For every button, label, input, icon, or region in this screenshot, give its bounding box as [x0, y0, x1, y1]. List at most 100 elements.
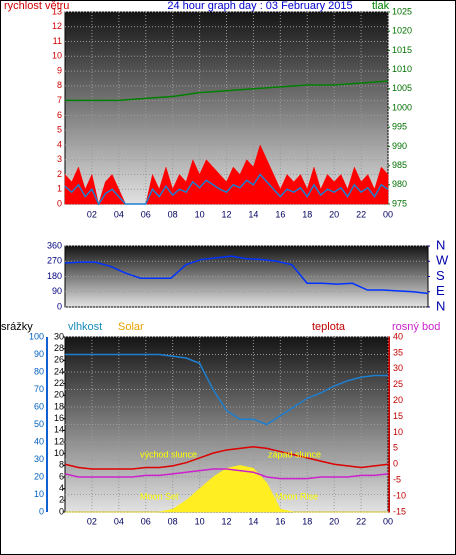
- line-series: [64, 446, 389, 470]
- y2-tick-label: 30: [393, 363, 403, 373]
- y-tick-label: 4: [57, 139, 62, 149]
- x-tick-label: 04: [114, 516, 124, 526]
- annotation: Moon Set: [140, 491, 179, 501]
- line-series: [64, 255, 429, 295]
- x-tick-label: 20: [329, 516, 339, 526]
- y-tick-label: 90: [52, 286, 62, 296]
- rain-label: srážky: [1, 321, 33, 333]
- y2-tick-label: N: [436, 237, 445, 252]
- y3-tick-label: 28: [54, 343, 64, 353]
- y2-tick-label: 10: [393, 427, 403, 437]
- humidity-label: vlhkost: [68, 321, 102, 333]
- y3-tick-label: 0: [59, 506, 64, 516]
- y-tick-label: 20: [34, 471, 44, 481]
- y2-tick-label: 980: [392, 179, 407, 189]
- x-tick-label: 00: [383, 209, 393, 219]
- y2-tick-label: 975: [392, 198, 407, 208]
- y-tick-label: 30: [34, 454, 44, 464]
- y3-tick-label: 12: [54, 436, 64, 446]
- y2-tick-label: 990: [392, 141, 407, 151]
- area-series: [65, 465, 388, 513]
- annotation: východ slunce: [140, 449, 197, 459]
- y3-tick-label: 20: [54, 390, 64, 400]
- y-tick-label: 100: [29, 331, 44, 341]
- x-tick-label: 10: [195, 516, 205, 526]
- y2-tick-label: 1025: [392, 6, 412, 16]
- line-series: [65, 353, 388, 426]
- y3-tick-label: 14: [54, 425, 64, 435]
- y-tick-label: 80: [34, 366, 44, 376]
- y3-tick-label: 4: [59, 483, 64, 493]
- y-tick-label: 180: [47, 271, 62, 281]
- y2-tick-label: -5: [393, 475, 401, 485]
- x-tick-label: 22: [356, 516, 366, 526]
- y-tick-label: 360: [47, 240, 62, 250]
- y2-tick-label: 25: [393, 379, 403, 389]
- x-tick-label: 02: [87, 516, 97, 526]
- y-tick-label: 0: [39, 506, 44, 516]
- y2-tick-label: -15: [393, 506, 406, 516]
- temperature-label: teplota: [312, 321, 346, 333]
- y3-tick-label: 30: [54, 331, 64, 341]
- y-tick-label: 9: [57, 65, 62, 75]
- x-tick-label: 10: [195, 209, 205, 219]
- y2-tick-label: S: [436, 268, 445, 283]
- y-tick-label: 10: [34, 489, 44, 499]
- y-tick-label: 40: [34, 436, 44, 446]
- y2-tick-label: N: [436, 298, 445, 313]
- y2-tick-label: E: [436, 283, 445, 298]
- x-tick-label: 00: [383, 516, 393, 526]
- y-tick-label: 6: [57, 110, 62, 120]
- y-tick-label: 3: [57, 154, 62, 164]
- y2-tick-label: 5: [393, 443, 398, 453]
- annotation: západ slunce: [268, 449, 321, 459]
- x-tick-label: 20: [329, 209, 339, 219]
- y-tick-label: 5: [57, 125, 62, 135]
- y2-tick-label: 1020: [392, 26, 412, 36]
- x-tick-label: 16: [275, 516, 285, 526]
- x-tick-label: 14: [248, 516, 258, 526]
- wind-label: rychlost větru: [4, 0, 69, 12]
- y3-tick-label: 26: [54, 355, 64, 365]
- y3-tick-label: 16: [54, 413, 64, 423]
- y2-tick-label: W: [436, 253, 449, 268]
- x-tick-label: 02: [87, 209, 97, 219]
- x-tick-label: 08: [168, 209, 178, 219]
- y-tick-label: 10: [52, 51, 62, 61]
- dewpoint-label: rosný bod: [392, 321, 440, 333]
- y3-tick-label: 24: [54, 366, 64, 376]
- line-series: [65, 80, 389, 102]
- y-tick-label: 0: [57, 301, 62, 311]
- y3-tick-label: 6: [59, 471, 64, 481]
- annotation: Moon Rise: [275, 491, 318, 501]
- y-tick-label: 90: [34, 349, 44, 359]
- y-tick-label: 70: [34, 384, 44, 394]
- x-tick-label: 06: [141, 209, 151, 219]
- y2-tick-label: 0: [393, 459, 398, 469]
- y3-tick-label: 10: [54, 448, 64, 458]
- y2-tick-label: 15: [393, 411, 403, 421]
- y-tick-label: 2: [57, 169, 62, 179]
- x-tick-label: 16: [275, 209, 285, 219]
- x-tick-label: 18: [302, 209, 312, 219]
- y3-tick-label: 22: [54, 378, 64, 388]
- x-tick-label: 04: [114, 209, 124, 219]
- y2-tick-label: 1015: [392, 45, 412, 55]
- y-tick-label: 1: [57, 184, 62, 194]
- y3-tick-label: 2: [59, 495, 64, 505]
- y2-tick-label: 1010: [392, 64, 412, 74]
- y2-tick-label: 40: [393, 331, 403, 341]
- line-series: [64, 173, 389, 206]
- y-tick-label: 60: [34, 401, 44, 411]
- y3-tick-label: 8: [59, 460, 64, 470]
- y-tick-label: 11: [53, 36, 62, 46]
- y2-tick-label: 20: [393, 395, 403, 405]
- x-tick-label: 18: [302, 516, 312, 526]
- y2-tick-label: 1005: [392, 83, 412, 93]
- x-tick-label: 14: [248, 209, 258, 219]
- x-tick-label: 08: [168, 516, 178, 526]
- pressure-label: tlak: [372, 0, 390, 12]
- x-tick-label: 12: [221, 516, 231, 526]
- line-series: [64, 468, 389, 480]
